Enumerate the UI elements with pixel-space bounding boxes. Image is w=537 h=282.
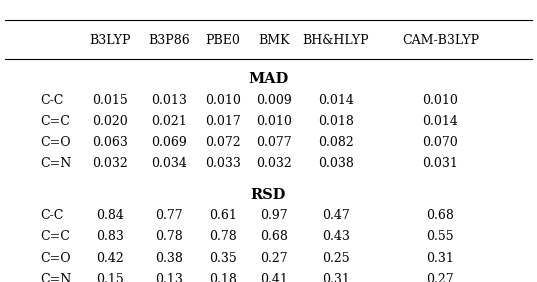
Text: CAM-B3LYP: CAM-B3LYP	[402, 34, 479, 47]
Text: C-C: C-C	[40, 94, 64, 107]
Text: 0.010: 0.010	[205, 94, 241, 107]
Text: 0.013: 0.013	[151, 94, 187, 107]
Text: 0.009: 0.009	[256, 94, 292, 107]
Text: 0.033: 0.033	[205, 157, 241, 170]
Text: 0.78: 0.78	[209, 230, 237, 243]
Text: C-C: C-C	[40, 209, 64, 222]
Text: 0.43: 0.43	[322, 230, 350, 243]
Text: 0.68: 0.68	[260, 230, 288, 243]
Text: 0.020: 0.020	[92, 115, 128, 128]
Text: 0.25: 0.25	[322, 252, 350, 265]
Text: 0.010: 0.010	[423, 94, 458, 107]
Text: 0.31: 0.31	[426, 252, 454, 265]
Text: B3P86: B3P86	[148, 34, 190, 47]
Text: 0.31: 0.31	[322, 273, 350, 282]
Text: 0.35: 0.35	[209, 252, 237, 265]
Text: 0.84: 0.84	[96, 209, 124, 222]
Text: C=O: C=O	[40, 136, 71, 149]
Text: 0.47: 0.47	[322, 209, 350, 222]
Text: 0.072: 0.072	[205, 136, 241, 149]
Text: 0.68: 0.68	[426, 209, 454, 222]
Text: 0.018: 0.018	[318, 115, 353, 128]
Text: MAD: MAD	[249, 72, 288, 86]
Text: 0.13: 0.13	[155, 273, 183, 282]
Text: BH&HLYP: BH&HLYP	[302, 34, 369, 47]
Text: 0.017: 0.017	[205, 115, 241, 128]
Text: 0.18: 0.18	[209, 273, 237, 282]
Text: C=N: C=N	[40, 273, 71, 282]
Text: 0.015: 0.015	[92, 94, 128, 107]
Text: C=C: C=C	[40, 230, 70, 243]
Text: 0.021: 0.021	[151, 115, 187, 128]
Text: 0.27: 0.27	[426, 273, 454, 282]
Text: 0.010: 0.010	[256, 115, 292, 128]
Text: 0.42: 0.42	[96, 252, 124, 265]
Text: 0.15: 0.15	[96, 273, 124, 282]
Text: 0.83: 0.83	[96, 230, 124, 243]
Text: 0.032: 0.032	[92, 157, 128, 170]
Text: RSD: RSD	[251, 188, 286, 202]
Text: C=O: C=O	[40, 252, 71, 265]
Text: PBE0: PBE0	[206, 34, 240, 47]
Text: 0.77: 0.77	[155, 209, 183, 222]
Text: 0.014: 0.014	[423, 115, 458, 128]
Text: 0.034: 0.034	[151, 157, 187, 170]
Text: 0.038: 0.038	[318, 157, 353, 170]
Text: 0.014: 0.014	[318, 94, 353, 107]
Text: 0.38: 0.38	[155, 252, 183, 265]
Text: 0.27: 0.27	[260, 252, 288, 265]
Text: 0.41: 0.41	[260, 273, 288, 282]
Text: 0.031: 0.031	[423, 157, 458, 170]
Text: 0.077: 0.077	[256, 136, 292, 149]
Text: 0.61: 0.61	[209, 209, 237, 222]
Text: 0.55: 0.55	[426, 230, 454, 243]
Text: B3LYP: B3LYP	[89, 34, 131, 47]
Text: 0.78: 0.78	[155, 230, 183, 243]
Text: C=N: C=N	[40, 157, 71, 170]
Text: 0.97: 0.97	[260, 209, 288, 222]
Text: 0.032: 0.032	[256, 157, 292, 170]
Text: 0.082: 0.082	[318, 136, 353, 149]
Text: C=C: C=C	[40, 115, 70, 128]
Text: 0.069: 0.069	[151, 136, 187, 149]
Text: 0.070: 0.070	[423, 136, 458, 149]
Text: BMK: BMK	[258, 34, 289, 47]
Text: 0.063: 0.063	[92, 136, 128, 149]
